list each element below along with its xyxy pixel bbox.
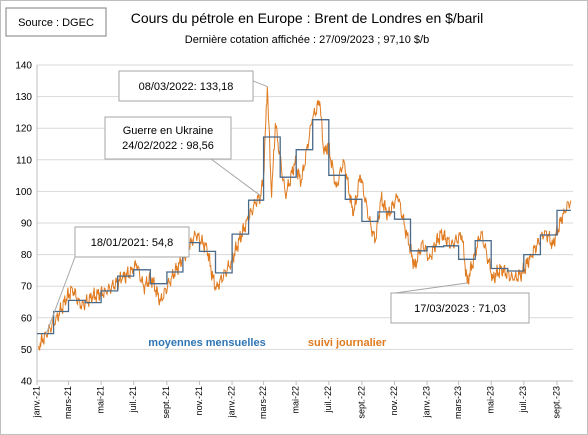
annotation-box [390,292,530,324]
x-tick-label: janv.-22 [226,386,236,418]
x-tick-label: janv.-21 [31,386,41,418]
annotation-text: Guerre en Ukraine [123,125,214,137]
axes [36,65,573,385]
annotation-leader [45,256,76,335]
y-tick-label: 140 [15,61,32,72]
y-tick-label: 90 [21,219,33,230]
x-tick-label: juil.-21 [128,386,138,414]
source-box [5,7,107,37]
annotation-leader [394,282,468,294]
legend-monthly: moyennes mensuelles [148,337,265,349]
annotation-box [118,70,254,102]
y-tick-label: 70 [21,282,33,293]
series [37,86,572,351]
annotation-leader [210,158,262,197]
x-tick-label: sept.-23 [551,386,561,419]
x-tick-label: sept.-21 [161,386,171,419]
annotations: 18/01/2021: 54,8 Guerre en Ukraine 24/02/2… [45,70,530,335]
annotation-text: 17/03/2023 : 71,03 [414,303,506,315]
y-tick-label: 50 [21,345,33,356]
chart-subtitle: Dernière cotation affichée : 27/09/2023 … [185,34,429,46]
annotation-text: 24/02/2022 : 98,56 [122,140,214,152]
annotation-box [104,116,232,160]
y-tick-label: 100 [15,187,32,198]
x-tick-label: mars-21 [63,386,73,419]
x-tick-label: juil.-22 [323,386,333,414]
y-tick-label: 110 [16,155,32,166]
x-tick-label: mai-22 [291,386,301,414]
annotation-text: 18/01/2021: 54,8 [91,237,174,249]
y-tick-label: 40 [21,377,33,388]
y-tick-label: 60 [21,313,33,324]
x-tick-label: nov.-21 [194,386,204,415]
grid [37,64,573,382]
y-tick-label: 130 [15,92,32,103]
x-tick-label: mars-22 [258,386,268,419]
x-tick-label: mars-23 [453,386,463,419]
annotation-leader [252,80,268,88]
x-tick-label: nov.-22 [389,386,399,415]
legend-daily: suivi journalier [308,337,387,349]
series-line-suivi-journalier [38,86,572,351]
y-tick-labels: 40 50 60 70 80 90 100 110 120 130 140 [15,61,32,388]
x-tick-label: janv.-23 [421,386,431,418]
annotation-box [74,226,190,258]
series-line-moyennes-mensuelles [37,119,571,335]
annotation-text: 08/03/2022: 133,18 [139,81,234,93]
x-tick-labels: janv.-21 mars-21 mai-21 juil.-21 sept.-21 nov… [31,386,561,419]
y-tick-label: 80 [21,250,33,261]
chart-title: Cours du pétrole en Europe : Brent de Lo… [131,10,484,26]
y-tick-label: 120 [15,124,32,135]
x-tick-label: juil.-23 [518,386,528,414]
source-label: Source : DGEC [18,17,94,29]
x-tick-label: mai-21 [96,386,106,414]
x-tick-label: mai-23 [486,386,496,414]
x-tick-label: sept.-22 [356,386,366,419]
